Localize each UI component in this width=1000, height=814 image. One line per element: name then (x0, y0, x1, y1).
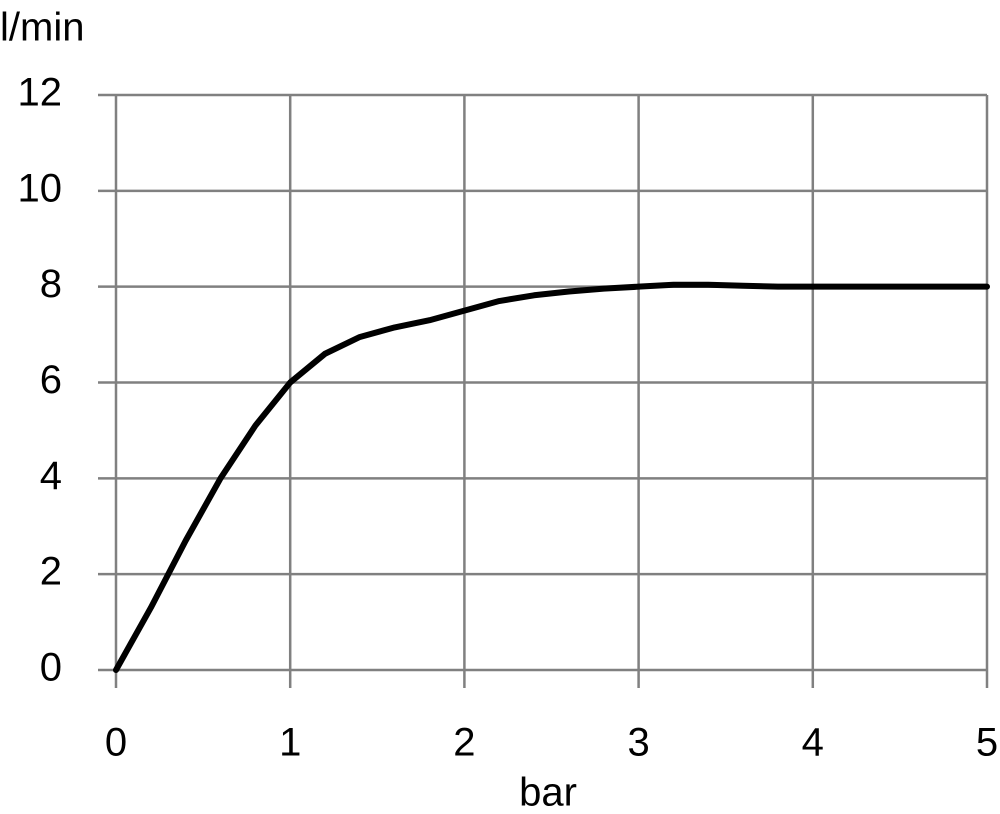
x-tick-label: 5 (976, 721, 998, 765)
y-tick-label: 4 (40, 454, 62, 498)
x-axis-label: bar (519, 771, 577, 814)
y-tick-label: 2 (40, 550, 62, 594)
y-tick-label: 10 (18, 166, 63, 210)
x-tick-label: 3 (627, 721, 649, 765)
data-line (113, 281, 990, 673)
x-tick-label: 2 (453, 721, 475, 765)
x-tick-label: 0 (105, 721, 127, 765)
y-axis-label: l/min (0, 6, 84, 50)
y-tick-label: 8 (40, 262, 62, 306)
y-tick-label: 12 (18, 71, 63, 115)
y-tick-label: 6 (40, 358, 62, 402)
x-tick-label: 1 (279, 721, 301, 765)
x-tick-label: 4 (802, 721, 824, 765)
y-tick-label: 0 (40, 646, 62, 690)
